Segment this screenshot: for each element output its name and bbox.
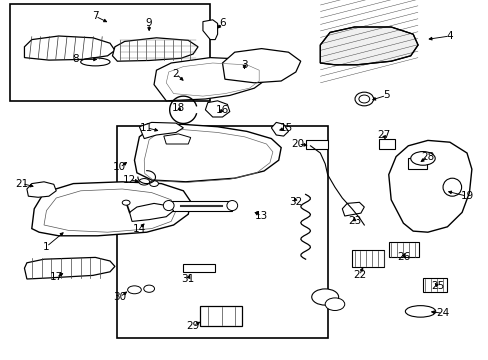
- Polygon shape: [32, 182, 190, 236]
- Ellipse shape: [139, 179, 149, 185]
- Polygon shape: [222, 49, 300, 83]
- Ellipse shape: [354, 92, 373, 106]
- Polygon shape: [129, 203, 173, 221]
- Ellipse shape: [127, 286, 141, 294]
- Polygon shape: [154, 58, 266, 101]
- Bar: [183, 264, 215, 272]
- Ellipse shape: [311, 289, 338, 305]
- Bar: [200, 306, 242, 326]
- Text: 3: 3: [241, 60, 247, 70]
- Text: 11: 11: [140, 123, 153, 133]
- Text: 17: 17: [49, 272, 63, 282]
- Text: 2: 2: [172, 69, 179, 79]
- Text: 5: 5: [382, 90, 389, 100]
- Text: 19: 19: [459, 191, 473, 201]
- Text: 9: 9: [145, 18, 152, 28]
- Ellipse shape: [226, 201, 237, 211]
- Bar: [407, 158, 426, 169]
- Text: 15: 15: [279, 123, 292, 133]
- Text: 4: 4: [446, 31, 452, 41]
- Ellipse shape: [122, 200, 130, 205]
- Text: 22: 22: [352, 270, 366, 280]
- Ellipse shape: [358, 95, 369, 103]
- Text: 26: 26: [396, 252, 409, 262]
- Ellipse shape: [405, 306, 435, 317]
- Polygon shape: [388, 140, 471, 232]
- Text: 7: 7: [92, 11, 99, 21]
- Bar: [378, 139, 394, 149]
- Text: 23: 23: [347, 216, 361, 226]
- Polygon shape: [24, 257, 115, 279]
- Text: 1: 1: [43, 242, 50, 252]
- Text: 16: 16: [215, 105, 229, 115]
- Polygon shape: [203, 20, 217, 40]
- Ellipse shape: [442, 178, 461, 196]
- Polygon shape: [139, 122, 183, 139]
- Ellipse shape: [163, 201, 174, 211]
- Polygon shape: [27, 182, 56, 197]
- Text: 14: 14: [132, 224, 146, 234]
- Polygon shape: [271, 122, 288, 136]
- Text: 28: 28: [420, 152, 434, 162]
- Polygon shape: [163, 134, 190, 144]
- Text: 6: 6: [219, 18, 225, 28]
- Text: 18: 18: [171, 103, 185, 113]
- Ellipse shape: [143, 285, 154, 292]
- Text: 8: 8: [72, 54, 79, 64]
- Bar: [351, 250, 383, 267]
- Polygon shape: [320, 27, 417, 65]
- Text: 21: 21: [15, 179, 29, 189]
- Text: 13: 13: [254, 211, 268, 221]
- Polygon shape: [24, 36, 115, 60]
- Polygon shape: [342, 202, 364, 216]
- Text: 30: 30: [113, 292, 126, 302]
- Text: 31: 31: [181, 274, 195, 284]
- Ellipse shape: [149, 181, 158, 186]
- Polygon shape: [205, 101, 229, 117]
- Text: 25: 25: [430, 281, 444, 291]
- Bar: [117, 126, 327, 338]
- Bar: [305, 140, 327, 149]
- Text: 10: 10: [113, 162, 126, 172]
- Ellipse shape: [410, 152, 434, 165]
- Text: 20: 20: [291, 139, 304, 149]
- Polygon shape: [112, 38, 198, 61]
- Bar: [168, 201, 232, 211]
- Text: 12: 12: [122, 175, 136, 185]
- Ellipse shape: [81, 58, 110, 66]
- Bar: [422, 278, 447, 292]
- Ellipse shape: [325, 298, 344, 310]
- Text: 32: 32: [288, 197, 302, 207]
- Text: 24: 24: [435, 308, 448, 318]
- Bar: [10, 4, 210, 101]
- Text: 27: 27: [376, 130, 390, 140]
- Text: 29: 29: [186, 321, 200, 331]
- Bar: [388, 242, 418, 257]
- Polygon shape: [134, 124, 281, 182]
